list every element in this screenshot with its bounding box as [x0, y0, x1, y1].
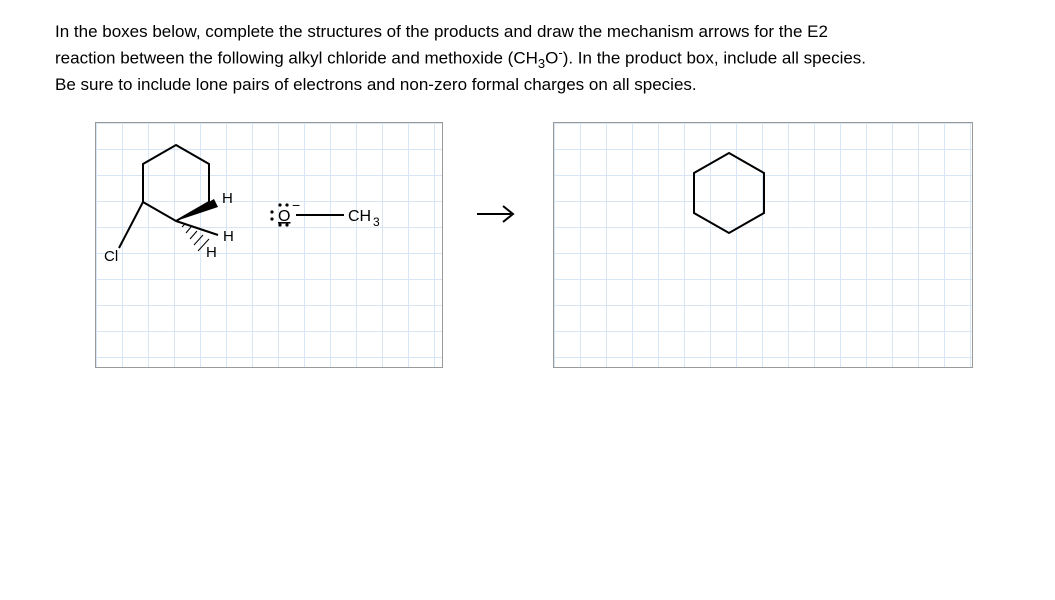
- label-cl: Cl: [104, 248, 118, 265]
- product-box[interactable]: [553, 122, 973, 368]
- label-o-charge: −: [292, 197, 300, 213]
- label-h-top: H: [222, 190, 233, 207]
- product-drawing: [554, 123, 974, 369]
- arrow-icon: [473, 202, 523, 226]
- diagram-row: H H H Cl O − CH 3: [55, 122, 1000, 368]
- prompt-line2b: O: [545, 48, 558, 67]
- prompt-line1: In the boxes below, complete the structu…: [55, 22, 828, 41]
- reaction-arrow: [473, 202, 523, 231]
- prompt-line3: Be sure to include lone pairs of electro…: [55, 75, 697, 94]
- reactant-drawing: H H H Cl O − CH 3: [96, 123, 444, 369]
- label-o: O: [278, 208, 290, 225]
- question-prompt: In the boxes below, complete the structu…: [55, 20, 1000, 97]
- label-ch3-sub: 3: [373, 215, 380, 229]
- label-ch3: CH: [348, 208, 371, 225]
- reactant-box[interactable]: H H H Cl O − CH 3: [95, 122, 443, 368]
- prompt-line2a: reaction between the following alkyl chl…: [55, 48, 538, 67]
- label-h-mid: H: [223, 228, 234, 245]
- prompt-line2c: ). In the product box, include all speci…: [563, 48, 866, 67]
- label-h-bot: H: [206, 244, 217, 261]
